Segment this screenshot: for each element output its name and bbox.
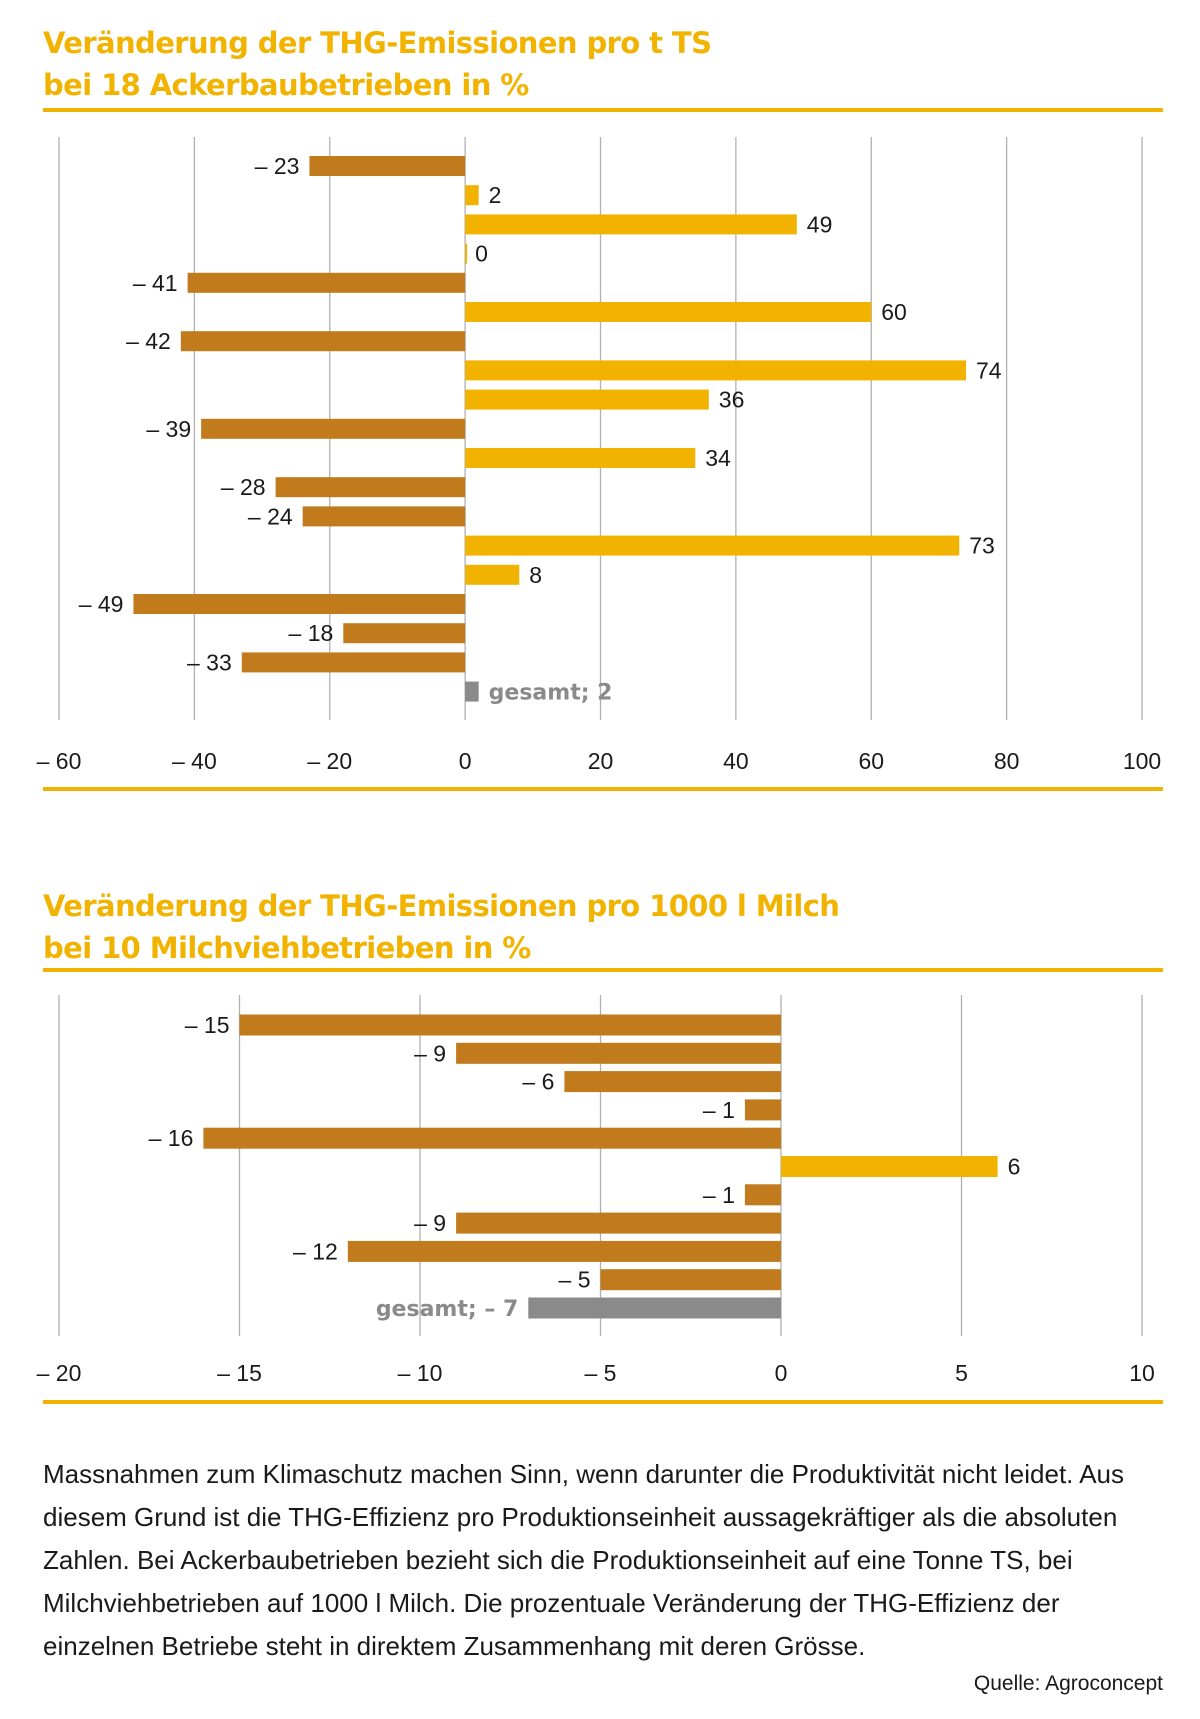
- chart1-bar: [465, 564, 520, 585]
- chart1-title: Veränderung der THG-Emissionen pro t TS …: [43, 22, 712, 106]
- chart1-bar: [465, 243, 468, 264]
- chart2-bar: [600, 1269, 781, 1291]
- chart1-data-label: 74: [976, 357, 1002, 383]
- caption-text: Massnahmen zum Klimaschutz machen Sinn, …: [43, 1459, 1124, 1661]
- chart2-data-label: – 12: [293, 1238, 338, 1264]
- chart1-bar: [187, 272, 466, 293]
- chart2-data-label: – 15: [185, 1012, 230, 1038]
- chart2-tick-label: – 10: [398, 1360, 443, 1386]
- chart1-data-label: – 23: [255, 153, 300, 179]
- chart1-bar: [201, 418, 466, 439]
- chart1-bar: [465, 389, 709, 410]
- chart2-tick-label: – 15: [217, 1360, 262, 1386]
- chart1-svg: – 60 – 40 – 20 0 20 40 60 80 100 – 23 2 49 0 – 41 60 – …: [37, 108, 1163, 791]
- chart2-total-label: gesamt; – 7: [376, 1297, 518, 1322]
- chart2-bar: [347, 1240, 781, 1262]
- chart2-bar: [239, 1014, 781, 1036]
- chart1-tick-label: – 60: [37, 748, 82, 774]
- chart2-bar: [456, 1212, 781, 1234]
- chart1-data-label: 60: [881, 299, 907, 325]
- chart2-bar: [203, 1127, 781, 1149]
- chart2-tick-label: 5: [955, 1360, 968, 1386]
- chart1-tick-label: 40: [723, 748, 749, 774]
- chart1-data-label: – 18: [289, 620, 334, 646]
- chart2-bar: [456, 1042, 781, 1064]
- chart1-bar: [465, 214, 797, 235]
- chart1-tick-label: 0: [459, 748, 472, 774]
- chart2-bottom-rule: [43, 1400, 1163, 1404]
- chart2-data-label: – 9: [414, 1210, 446, 1236]
- chart1-bar: [180, 331, 466, 352]
- chart1-bar: [302, 506, 466, 527]
- chart1-bar: [241, 652, 466, 673]
- chart2-bar: [781, 1156, 998, 1177]
- chart2-total-bar: [528, 1297, 781, 1319]
- chart1-bar: [465, 535, 960, 556]
- chart1-tick-label: 100: [1123, 748, 1161, 774]
- chart1-data-label: 0: [475, 241, 488, 267]
- chart1-data-label: 36: [719, 387, 745, 413]
- chart2-data-label: 6: [1008, 1154, 1021, 1180]
- chart1-data-label: – 41: [133, 270, 178, 296]
- chart1-data-label: – 28: [221, 474, 266, 500]
- chart2-tick-label: 10: [1129, 1360, 1155, 1386]
- chart1-bar: [465, 185, 479, 206]
- chart1-tick-label: – 20: [307, 748, 352, 774]
- chart1-bar: [275, 477, 466, 498]
- source-note: Quelle: Agroconcept: [973, 1672, 1163, 1695]
- chart2-data-label: – 5: [559, 1267, 591, 1293]
- chart1-data-label: – 33: [187, 649, 232, 675]
- chart1-tick-label: 60: [858, 748, 884, 774]
- chart1-data-label: 34: [705, 445, 731, 471]
- chart1-data-label: – 39: [146, 416, 191, 442]
- chart1-bar: [465, 302, 872, 322]
- chart1-data-label: – 24: [248, 503, 293, 529]
- chart2-data-label: – 9: [414, 1040, 446, 1066]
- chart2-data-label: – 1: [703, 1182, 735, 1208]
- chart1-data-label: 8: [529, 562, 542, 588]
- chart1-title-line1: Veränderung der THG-Emissionen pro t TS: [43, 26, 712, 60]
- chart1-data-label: 49: [807, 211, 833, 237]
- chart2-title-line2: bei 10 Milchviehbetrieben in %: [43, 931, 531, 965]
- chart2-tick-label: 0: [775, 1360, 788, 1386]
- chart2-data-label: – 6: [522, 1069, 554, 1095]
- chart1-title-line2: bei 18 Ackerbaubetrieben in %: [43, 68, 529, 102]
- chart2-tick-label: – 5: [585, 1360, 617, 1386]
- chart2-title: Veränderung der THG-Emissionen pro 1000 …: [43, 885, 840, 969]
- chart2-bar: [744, 1184, 781, 1206]
- chart1-bar: [343, 623, 466, 644]
- chart1-data-label: – 49: [79, 591, 124, 617]
- chart1-data-label: – 42: [126, 328, 171, 354]
- chart1-bar: [465, 448, 696, 468]
- chart1-bar: [133, 594, 466, 614]
- chart2-svg: – 20 – 15 – 10 – 5 0 5 10 – 15 – 9 – 6 – 1 – 16 6 – 1…: [37, 968, 1163, 1404]
- chart2-tick-label: – 20: [37, 1360, 82, 1386]
- chart1-data-label: 73: [969, 533, 995, 559]
- chart2-bar: [744, 1099, 781, 1121]
- chart2-data-label: – 1: [703, 1097, 735, 1123]
- chart1-top-rule: [43, 108, 1163, 112]
- chart1-data-label: 2: [489, 182, 502, 208]
- chart1-tick-label: – 40: [172, 748, 217, 774]
- chart1-bar: [309, 156, 466, 176]
- chart1-bar: [465, 360, 967, 381]
- chart2-top-rule: [43, 968, 1163, 972]
- chart1-bottom-rule: [43, 787, 1163, 791]
- chart2-data-label: – 16: [149, 1125, 194, 1151]
- chart1-tick-label: 80: [994, 748, 1020, 774]
- chart2-title-line1: Veränderung der THG-Emissionen pro 1000 …: [43, 889, 840, 923]
- chart2-bar: [564, 1071, 781, 1093]
- chart1-tick-label: 20: [588, 748, 614, 774]
- chart1-total-bar: [465, 681, 479, 702]
- chart1-total-label: gesamt; 2: [489, 681, 613, 706]
